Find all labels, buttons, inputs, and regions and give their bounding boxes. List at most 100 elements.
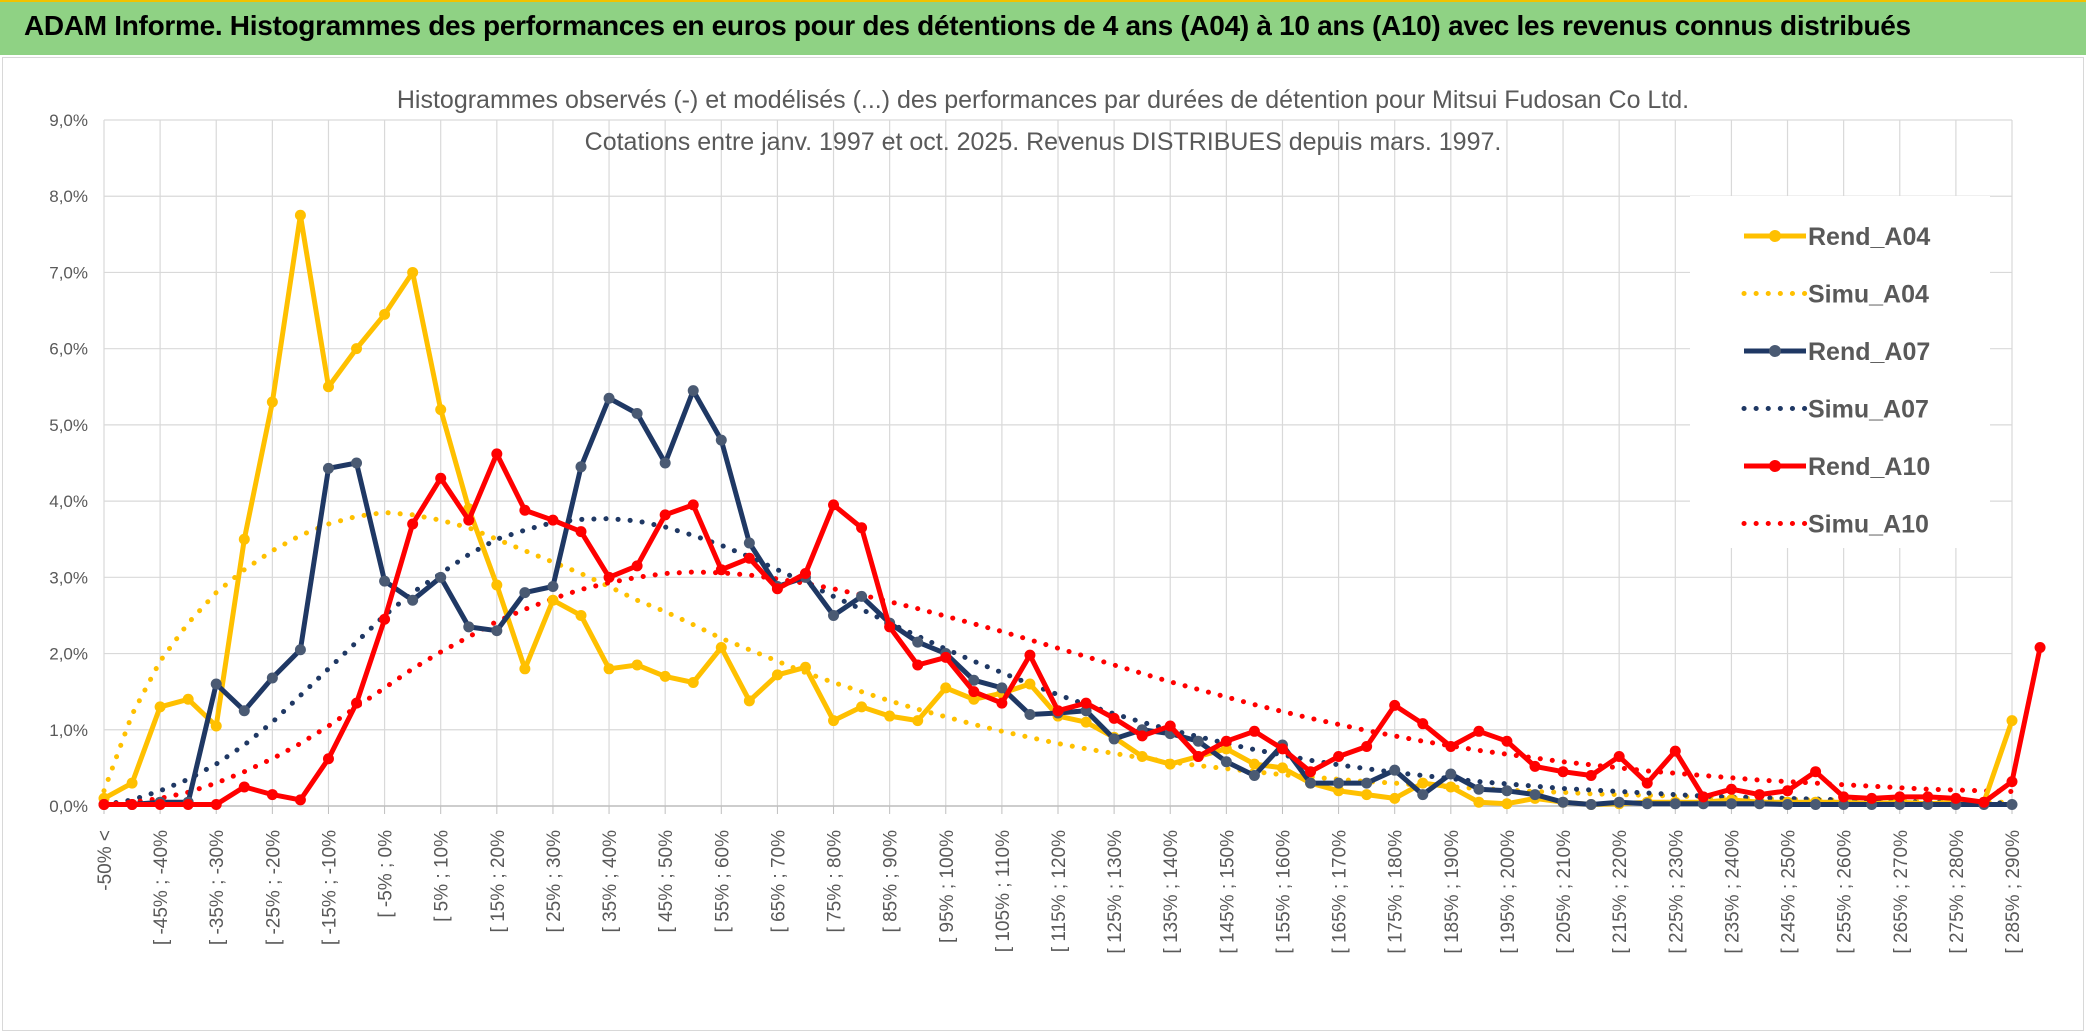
y-tick-label: 3,0% (49, 568, 88, 587)
data-point-rend-a07 (1361, 777, 1373, 789)
data-point-rend-a07 (1669, 798, 1681, 810)
x-tick-label: [ 245% ; 250% (1779, 830, 1800, 954)
data-point-rend-a07 (828, 609, 840, 621)
y-tick-label: 2,0% (49, 645, 88, 664)
data-point-rend-a04 (743, 695, 755, 707)
data-point-rend-a10 (1697, 791, 1709, 803)
data-point-rend-a04 (182, 693, 194, 705)
legend-label-simu-a07: Simu_A07 (1808, 396, 1929, 424)
data-point-rend-a10 (743, 552, 755, 564)
data-point-rend-a07 (407, 594, 419, 606)
x-tick-label: [ 125% ; 130% (1105, 830, 1126, 954)
data-point-rend-a04 (1389, 792, 1401, 804)
data-point-rend-a07 (294, 644, 306, 656)
data-point-rend-a04 (799, 661, 811, 673)
data-point-rend-a04 (968, 693, 980, 705)
data-point-rend-a07 (631, 407, 643, 419)
x-tick-label: [ 255% ; 260% (1835, 830, 1856, 954)
data-point-rend-a04 (294, 209, 306, 221)
data-point-rend-a10 (266, 789, 278, 801)
data-point-rend-a04 (828, 715, 840, 727)
data-point-rend-a07 (1389, 764, 1401, 776)
data-point-rend-a10 (294, 794, 306, 806)
data-point-rend-a07 (322, 462, 334, 474)
data-point-rend-a07 (1501, 785, 1513, 797)
legend-label-rend-a07: Rend_A07 (1808, 338, 1930, 366)
legend-label-rend-a04: Rend_A04 (1808, 223, 1930, 251)
data-point-rend-a07 (603, 392, 615, 404)
data-point-rend-a07 (687, 385, 699, 397)
data-point-rend-a04 (1024, 678, 1036, 690)
data-point-rend-a10 (1473, 725, 1485, 737)
data-point-rend-a04 (2006, 715, 2018, 727)
x-tick-label: [ 15% ; 20% (488, 830, 509, 933)
x-tick-label: [ 115% ; 120% (1049, 830, 1070, 952)
data-point-rend-a07 (2006, 798, 2018, 810)
data-point-rend-a10 (771, 583, 783, 595)
data-point-rend-a04 (351, 343, 363, 355)
x-tick-label: [ 95% ; 100% (937, 830, 958, 943)
data-point-rend-a10 (659, 509, 671, 521)
legend-label-rend-a10: Rend_A10 (1808, 453, 1930, 481)
data-point-rend-a04 (407, 266, 419, 278)
data-point-rend-a04 (1164, 758, 1176, 770)
data-point-rend-a10 (1276, 743, 1288, 755)
data-point-rend-a07 (1838, 798, 1850, 810)
data-point-rend-a10 (1894, 791, 1906, 803)
y-tick-label: 4,0% (49, 492, 88, 511)
data-point-rend-a10 (322, 753, 334, 765)
x-tick-label: [ 175% ; 180% (1386, 830, 1407, 954)
data-point-rend-a10 (687, 499, 699, 511)
x-tick-label: [ 105% ; 110% (993, 830, 1014, 952)
data-point-rend-a10 (828, 499, 840, 511)
data-point-rend-a04 (238, 533, 250, 545)
legend: Rend_A04 Simu_A04 Rend_A07 Simu_A07 Rend_A10… (1690, 196, 1990, 548)
data-point-rend-a07 (1894, 798, 1906, 810)
x-tick-label: [ 265% ; 270% (1891, 830, 1912, 954)
x-tick-label: [ 85% ; 90% (881, 830, 902, 933)
data-point-rend-a04 (210, 720, 222, 732)
x-tick-label: [ 235% ; 240% (1722, 830, 1743, 954)
chart-subtitle: Cotations entre janv. 1997 et oct. 2025.… (585, 128, 1502, 156)
data-point-rend-a04 (266, 396, 278, 408)
data-point-rend-a10 (1192, 750, 1204, 762)
data-point-rend-a04 (631, 659, 643, 671)
data-point-rend-a07 (379, 575, 391, 587)
data-point-rend-a10 (519, 504, 531, 516)
data-point-rend-a10 (1585, 770, 1597, 782)
data-point-rend-a04 (884, 710, 896, 722)
data-point-rend-a10 (1866, 792, 1878, 804)
legend-background (1690, 196, 1990, 548)
data-point-rend-a10 (2034, 641, 2046, 653)
data-point-rend-a10 (1445, 741, 1457, 753)
data-point-rend-a07 (1333, 777, 1345, 789)
data-point-rend-a04 (491, 579, 503, 591)
data-point-rend-a10 (1782, 785, 1794, 797)
data-point-rend-a10 (547, 514, 559, 526)
data-point-rend-a10 (1501, 735, 1513, 747)
data-point-rend-a07 (1473, 783, 1485, 795)
data-point-rend-a07 (1445, 768, 1457, 780)
data-point-rend-a07 (1782, 798, 1794, 810)
data-point-rend-a10 (1305, 766, 1317, 778)
data-point-rend-a07 (1417, 789, 1429, 801)
data-point-rend-a10 (379, 613, 391, 625)
data-point-rend-a04 (1248, 758, 1260, 770)
data-point-rend-a04 (547, 594, 559, 606)
data-point-rend-a07 (266, 672, 278, 684)
data-point-rend-a10 (940, 651, 952, 663)
data-point-rend-a04 (379, 308, 391, 320)
data-point-rend-a10 (1024, 649, 1036, 661)
x-tick-label: [ 55% ; 60% (712, 830, 733, 933)
series-line-rend-a10 (101, 451, 2043, 807)
data-point-rend-a07 (1305, 777, 1317, 789)
chart-title: Histogrammes observés (-) et modélisés (… (397, 86, 1689, 114)
data-point-rend-a10 (968, 686, 980, 698)
data-point-rend-a10 (1108, 712, 1120, 724)
page-title: ADAM Informe. Histogrammes des performan… (24, 10, 1911, 41)
data-point-rend-a07 (1080, 705, 1092, 717)
data-point-rend-a10 (1557, 766, 1569, 778)
data-point-rend-a07 (715, 434, 727, 446)
data-point-rend-a04 (912, 715, 924, 727)
